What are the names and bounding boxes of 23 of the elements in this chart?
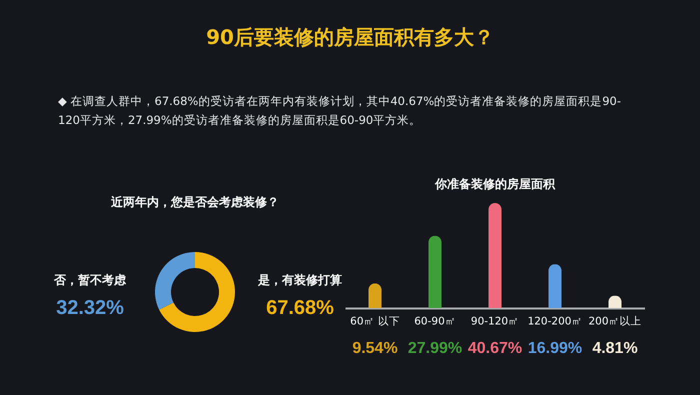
data-label: 4.81% [592,340,638,357]
x-tick-label: 120-200㎡ [528,316,582,328]
x-tick-label: 60-90㎡ [414,316,456,328]
donut-slice [159,252,235,332]
x-tick-label: 200㎡以上 [588,314,642,328]
bar [488,203,502,308]
data-label: 40.67% [468,340,522,357]
chart-title: 近两年内，您是否会考虑装修？ [110,195,279,209]
slice-label: 否，暂不考虑 [53,273,127,287]
bar [548,264,562,308]
text: 90后要装修的房屋面积有多大？ [206,25,494,49]
bar [428,236,442,308]
bar [368,283,382,308]
text: ◆ 在调查人群中，67.68%的受访者在两年内有装修计划，其中40.67%的受访者准备装修的房屋面积是90- 120平方米，27.99%的受访者准备装修的房屋面积是60-90平方米。 [58,94,621,127]
data-label: 67.68% [266,297,334,319]
data-label: 27.99% [408,340,462,357]
x-tick-label: 90-120㎡ [470,316,520,328]
data-label: 16.99% [528,340,582,357]
donut-slice [155,252,195,310]
data-label: 32.32% [56,297,124,319]
slice-label: 是，有装修打算 [257,273,342,287]
x-tick-label: 60㎡ 以下 [350,314,400,328]
data-label: 9.54% [352,340,398,357]
